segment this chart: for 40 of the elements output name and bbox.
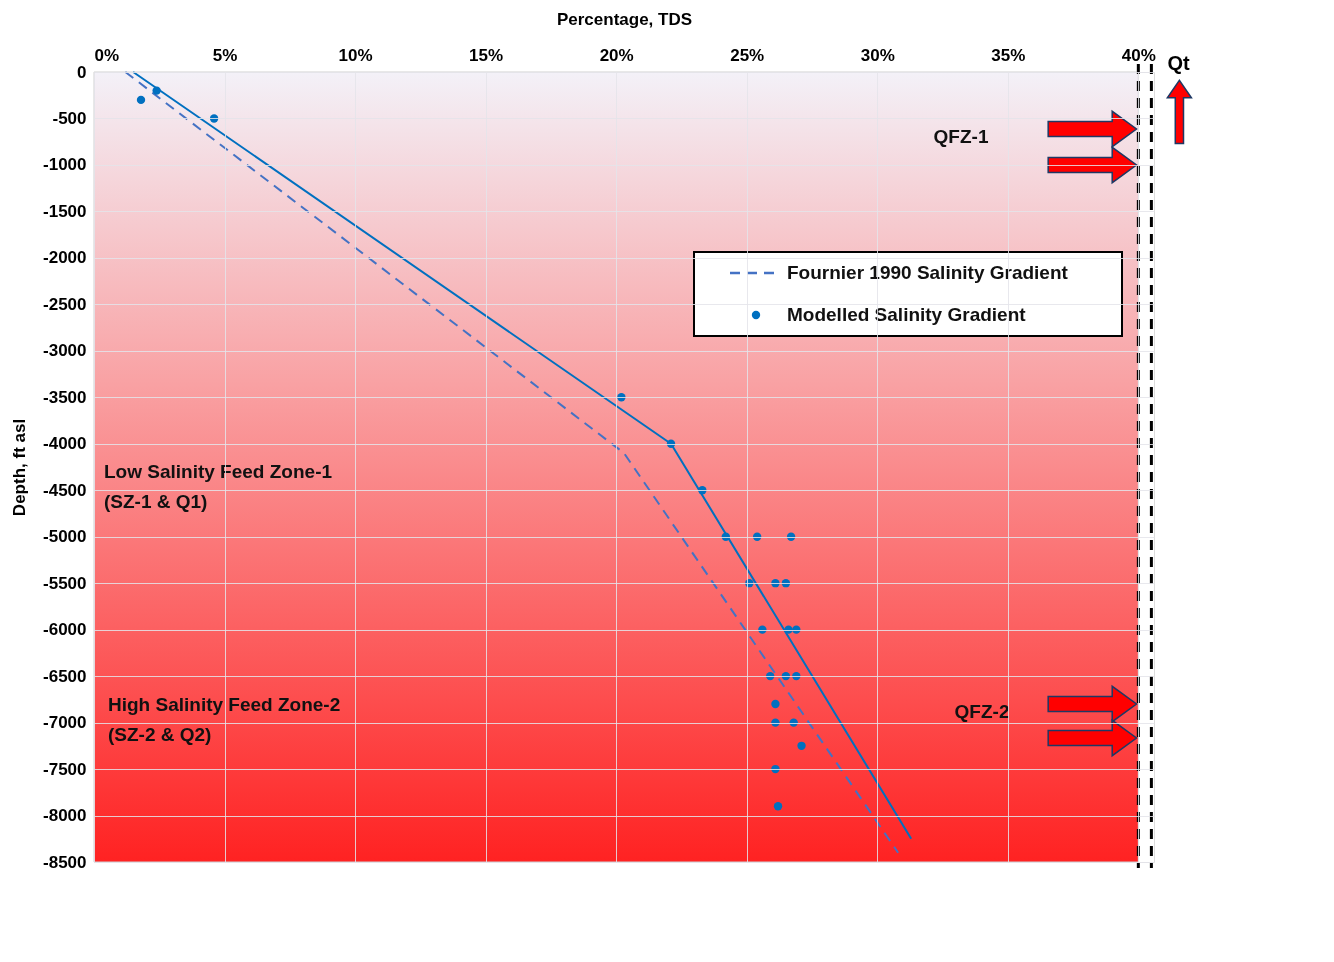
x-tick-label: 35% xyxy=(991,45,1026,65)
y-tick-label: -6500 xyxy=(43,666,87,686)
point xyxy=(797,741,806,750)
y-tick-label: -5500 xyxy=(43,573,87,593)
y-tick-label: -4500 xyxy=(43,480,87,500)
x-tick-label: 0% xyxy=(94,45,120,65)
x-tick-label: 5% xyxy=(212,45,238,65)
annotation: QFZ-1 xyxy=(933,126,989,147)
x-tick-label: 25% xyxy=(730,45,765,65)
x-axis-title: Percentage, TDS xyxy=(556,9,693,29)
legend-label: Modelled Salinity Gradient xyxy=(787,304,1027,325)
point xyxy=(773,802,783,811)
y-tick-label: -8000 xyxy=(43,806,87,826)
y-tick-label: -500 xyxy=(52,108,87,128)
x-tick-label: 15% xyxy=(469,45,504,65)
x-tick-label: 10% xyxy=(338,45,373,65)
y-axis-title: Depth, ft asl xyxy=(10,418,30,517)
point xyxy=(152,86,161,95)
y-tick-label: -1000 xyxy=(43,155,87,175)
y-tick-label: -3000 xyxy=(43,341,87,361)
x-tick-label: 40% xyxy=(1121,45,1156,65)
y-tick-label: -2000 xyxy=(43,248,87,268)
annotation: Low Salinity Feed Zone-1 (SZ-1 & Q1) xyxy=(104,461,333,512)
ref-line-label: Qt xyxy=(1167,52,1190,74)
annotation: High Salinity Feed Zone-2 (SZ-2 & Q2) xyxy=(108,694,341,745)
y-tick-label: -7500 xyxy=(43,759,87,779)
y-tick-label: 0 xyxy=(77,62,87,82)
y-tick-label: -1500 xyxy=(43,201,87,221)
y-tick-label: -4000 xyxy=(43,434,87,454)
y-tick-label: -2500 xyxy=(43,294,87,314)
x-tick-label: 30% xyxy=(860,45,895,65)
y-tick-label: -5000 xyxy=(43,527,87,547)
y-tick-label: -8500 xyxy=(43,852,87,872)
y-tick-label: -3500 xyxy=(43,387,87,407)
y-tick-label: -6000 xyxy=(43,620,87,640)
y-tick-label: -7000 xyxy=(43,713,87,733)
x-tick-label: 20% xyxy=(599,45,634,65)
point xyxy=(771,699,780,709)
legend-label: Fournier 1990 Salinity Gradient xyxy=(787,262,1069,283)
point xyxy=(136,95,146,105)
